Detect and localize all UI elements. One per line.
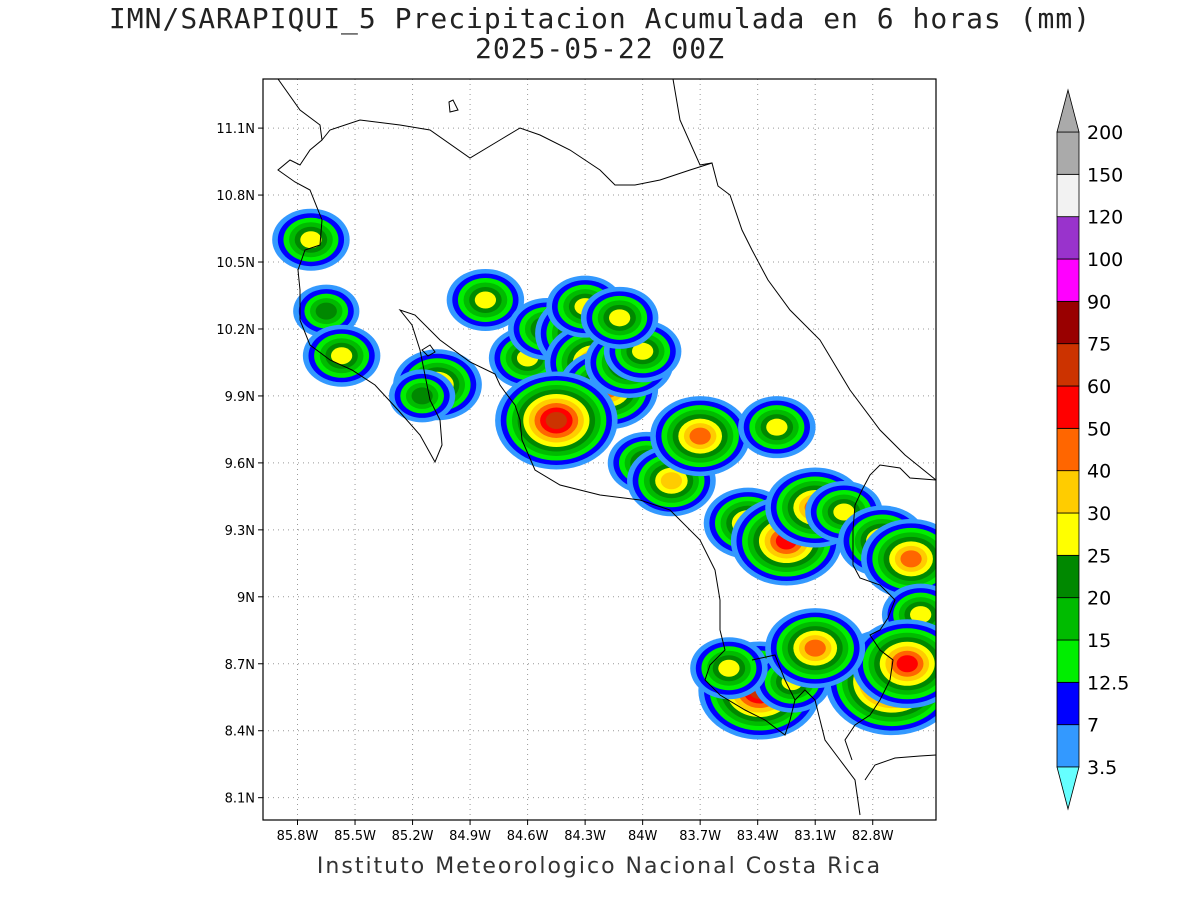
precipitation-field bbox=[272, 208, 936, 740]
legend-swatch bbox=[1056, 554, 1080, 599]
precip-contour bbox=[609, 309, 631, 327]
precip-contour bbox=[689, 427, 711, 445]
legend-low-arrow bbox=[1056, 766, 1080, 811]
legend-high-arrow bbox=[1056, 88, 1080, 133]
legend-swatch bbox=[1056, 427, 1080, 472]
lat-tick-label: 8.1N bbox=[225, 792, 255, 807]
lat-tick-label: 9.9N bbox=[225, 390, 255, 405]
lat-tick-label: 10.5N bbox=[216, 256, 255, 271]
legend-swatch bbox=[1056, 639, 1080, 683]
legend-swatch bbox=[1056, 173, 1080, 218]
lon-tick-label: 85.2W bbox=[392, 829, 434, 844]
legend-swatch bbox=[1056, 385, 1080, 429]
precip-contour bbox=[833, 503, 855, 521]
map-frame bbox=[262, 78, 937, 821]
lon-tick-label: 85.5W bbox=[334, 829, 376, 844]
lon-tick-label: 83.1W bbox=[794, 829, 836, 844]
lat-tick-label: 10.2N bbox=[216, 323, 255, 338]
precip-contour bbox=[300, 231, 322, 249]
lat-tick-label: 8.7N bbox=[225, 658, 255, 673]
precip-contour bbox=[910, 606, 932, 624]
lat-tick-label: 11.1N bbox=[216, 122, 255, 137]
legend-label: 200 bbox=[1087, 122, 1123, 144]
lon-tick-label: 84.9W bbox=[449, 829, 491, 844]
legend-label: 75 bbox=[1087, 334, 1111, 356]
nicoya-island bbox=[421, 344, 436, 357]
lon-tick-label: 84.6W bbox=[507, 829, 549, 844]
legend-swatch bbox=[1056, 597, 1080, 641]
precip-contour bbox=[545, 411, 567, 429]
precip-contour bbox=[660, 472, 683, 490]
lat-tick-label: 10.8N bbox=[216, 189, 255, 204]
legend-swatch bbox=[1056, 131, 1080, 175]
lat-tick-label: 9N bbox=[237, 591, 255, 606]
precip-contour bbox=[804, 639, 826, 657]
legend-label: 20 bbox=[1087, 588, 1111, 610]
caribbean-coastline bbox=[672, 79, 936, 481]
footer-credit: Instituto Meteorologico Nacional Costa R… bbox=[316, 854, 883, 879]
legend-label: 100 bbox=[1087, 249, 1123, 271]
lat-tick-label: 9.3N bbox=[225, 524, 255, 539]
lon-tick-label: 83.4W bbox=[737, 829, 779, 844]
legend-swatch bbox=[1056, 258, 1080, 302]
legend-swatch bbox=[1056, 681, 1080, 726]
nicaragua-lake-island bbox=[448, 99, 459, 113]
legend-label: 150 bbox=[1087, 164, 1123, 186]
color-legend: 3.5 7 12.5 15 20 25 30 40 50 60 75 90 100 120 150 200 bbox=[1056, 88, 1129, 811]
panama-border bbox=[844, 464, 936, 761]
legend-swatch bbox=[1056, 300, 1080, 345]
legend-label: 60 bbox=[1087, 376, 1111, 398]
lon-tick-label: 84.3W bbox=[564, 829, 606, 844]
legend-label: 40 bbox=[1087, 461, 1111, 483]
lon-tick-label: 82.8W bbox=[852, 829, 894, 844]
legend-swatch bbox=[1056, 512, 1080, 556]
chart-title: IMN/SARAPIQUI_5 Precipitacion Acumulada … bbox=[108, 2, 1092, 35]
lon-tick-label: 85.8W bbox=[277, 829, 319, 844]
osa-peninsula bbox=[751, 654, 796, 701]
legend-label: 30 bbox=[1087, 503, 1111, 525]
lat-tick-label: 8.4N bbox=[225, 725, 255, 740]
precip-contour bbox=[896, 655, 918, 673]
coastlines-and-borders bbox=[277, 79, 936, 816]
pacific-coastline bbox=[277, 79, 861, 816]
nicaragua-border bbox=[321, 119, 713, 186]
precip-contour bbox=[315, 302, 337, 320]
lat-tick-label: 9.6N bbox=[225, 457, 255, 472]
axis-ticks: 85.8W 85.5W 85.2W 84.9W 84.6W 84.3W 84W 83.7W 83… bbox=[216, 122, 893, 844]
lon-tick-label: 84W bbox=[628, 829, 658, 844]
legend-swatch bbox=[1056, 216, 1080, 260]
panama-pacific-coast bbox=[864, 754, 936, 781]
legend-label: 25 bbox=[1087, 545, 1111, 567]
legend-label: 15 bbox=[1087, 630, 1111, 652]
precip-contour bbox=[330, 347, 353, 365]
chart-subtitle: 2025-05-22 00Z bbox=[474, 32, 725, 65]
lon-tick-label: 83.7W bbox=[679, 829, 721, 844]
legend-label: 50 bbox=[1087, 418, 1111, 440]
precip-contour bbox=[474, 291, 497, 309]
precip-contour bbox=[718, 659, 740, 677]
legend-label: 7 bbox=[1087, 715, 1099, 737]
legend-label: 12.5 bbox=[1087, 672, 1129, 694]
legend-label: 120 bbox=[1087, 207, 1123, 229]
legend-swatch bbox=[1056, 343, 1080, 387]
precip-contour bbox=[632, 342, 654, 360]
precip-contour bbox=[766, 418, 788, 436]
legend-swatch bbox=[1056, 724, 1080, 768]
precip-contour bbox=[900, 550, 922, 568]
precip-contour bbox=[411, 387, 433, 405]
legend-label: 90 bbox=[1087, 291, 1111, 313]
legend-swatch bbox=[1056, 470, 1080, 514]
legend-label: 3.5 bbox=[1087, 757, 1117, 779]
